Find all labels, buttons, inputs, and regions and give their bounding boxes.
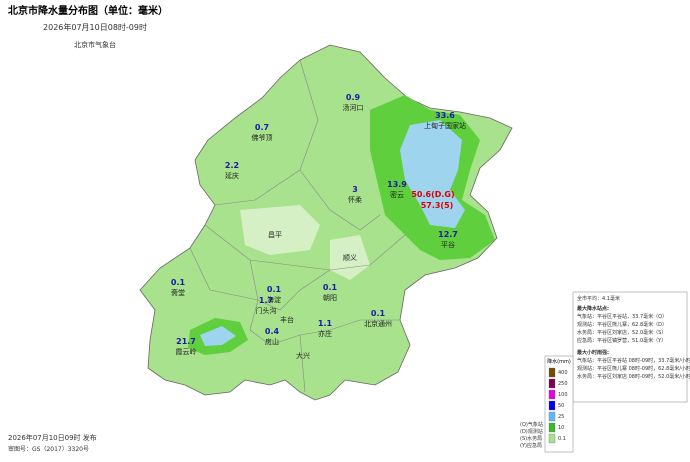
station-value: 0.9: [346, 93, 361, 102]
station-value: 21.7: [176, 337, 196, 346]
source-note: (S)水务局: [520, 435, 542, 442]
legend-swatch: [548, 422, 556, 433]
issuer: 北京市气象台: [74, 40, 116, 49]
station-name: 朝阳: [323, 293, 337, 302]
legend-label: 400: [558, 370, 568, 376]
station-value: 57.3(5): [421, 201, 454, 210]
rainstorm-area: [400, 120, 465, 228]
district-name: 丰台: [280, 315, 294, 324]
region: [139, 44, 513, 401]
station-name: 霞云岭: [176, 347, 197, 356]
station-name: 佛爷顶: [252, 133, 273, 142]
legend-swatch: [548, 389, 556, 400]
legend-title: 降水(mm): [547, 358, 571, 365]
station-name: 平谷: [441, 240, 455, 249]
station-name: 延庆: [225, 171, 239, 180]
station-value: 50.6(D.G): [411, 190, 454, 199]
summary-heading: 最大降水站点:: [577, 305, 609, 312]
legend-swatch: [548, 433, 556, 444]
source-note: (Q)气象站: [520, 421, 543, 428]
station-name: 门头沟: [256, 306, 277, 315]
legend-label: 25: [558, 414, 564, 420]
station-name: 密云: [390, 190, 404, 199]
light-rain-area: [240, 205, 320, 255]
station-value: 12.7: [438, 230, 458, 239]
legend-swatch: [548, 378, 556, 389]
station-value: 13.9: [387, 180, 407, 189]
legend-label: 100: [558, 392, 568, 398]
station-value: 1.1: [318, 319, 333, 328]
legend-swatch: [548, 411, 556, 422]
legend-label: 250: [558, 381, 568, 387]
district-name: 昌平: [268, 231, 282, 239]
summary-line: 观测站：平谷区熊儿寨 08时-09时，62.8毫米/小时（D）: [577, 365, 690, 372]
legend-label: 0.1: [558, 436, 566, 442]
source-note: (D)观测站: [520, 428, 543, 435]
station-value: 0.1: [371, 309, 386, 318]
station-name: 北京通州: [364, 319, 392, 328]
station-value: 0.1: [171, 278, 186, 287]
station-value: 1.7: [259, 296, 273, 305]
summary-heading: 最大小时雨强:: [577, 349, 609, 356]
legend-label: 10: [558, 425, 564, 431]
summary-average: 全市平均：4.1毫米: [577, 295, 620, 302]
station-name: 亦庄: [318, 329, 332, 338]
station-value: 0.4: [265, 327, 280, 336]
subtitle: 2026年07月10日08时-09时: [43, 22, 147, 32]
summary-line: 水务局：平谷区刘家店，52.0毫米（S）: [577, 329, 666, 336]
summary-line: 观测站：平谷区熊儿寨，62.8毫米（D）: [577, 321, 667, 328]
summary-line: 应急局：平谷区镇罗营，51.0毫米（Y）: [577, 337, 666, 344]
legend-label: 50: [558, 403, 564, 409]
rainstorm-area: [200, 326, 236, 346]
legend-swatch: [548, 400, 556, 411]
station-name: 斋堂: [171, 288, 185, 297]
station-value: 2.2: [225, 161, 239, 170]
release-time: 2026年07月10日09时 发布: [8, 433, 97, 442]
station-name: 房山: [265, 337, 279, 346]
district-name: 大兴: [296, 351, 310, 360]
source-note: (Y)应急局: [520, 442, 542, 449]
summary-line: 气象站：平谷区平谷站，33.7毫米（Q）: [577, 313, 667, 320]
station-value: 33.6: [435, 111, 455, 120]
approval-number: 审图号：GS（2017）3320号: [8, 445, 89, 453]
legend: 降水(mm) 400 250 100 50 25 10 0.1: [544, 355, 574, 453]
title: 北京市降水量分布图（单位：毫米）: [8, 4, 168, 17]
summary-line: 气象站：平谷区平谷站 08时-09时，33.7毫米/小时（Q）: [577, 357, 690, 364]
station-name: 怀柔: [348, 195, 362, 204]
station-value: 0.7: [255, 123, 269, 132]
district-boundaries: [189, 59, 406, 393]
summary-panel: 全市平均：4.1毫米最大降水站点:气象站：平谷区平谷站，33.7毫米（Q）观测站…: [572, 291, 690, 403]
station-value: 0.1: [267, 285, 282, 294]
station-name: 海淀: [267, 295, 281, 304]
station-name: 汤河口: [343, 103, 364, 112]
district-name: 顺义: [343, 254, 357, 262]
station-name: 上甸子国家站: [424, 121, 466, 130]
station-value: 3: [352, 185, 358, 194]
station-value: 0.1: [323, 283, 338, 292]
summary-line: 水务局：平谷区刘家店 08时-09时，52.0毫米/小时（S）: [577, 373, 690, 380]
legend-swatch: [548, 367, 556, 378]
panel-box: [572, 291, 688, 403]
